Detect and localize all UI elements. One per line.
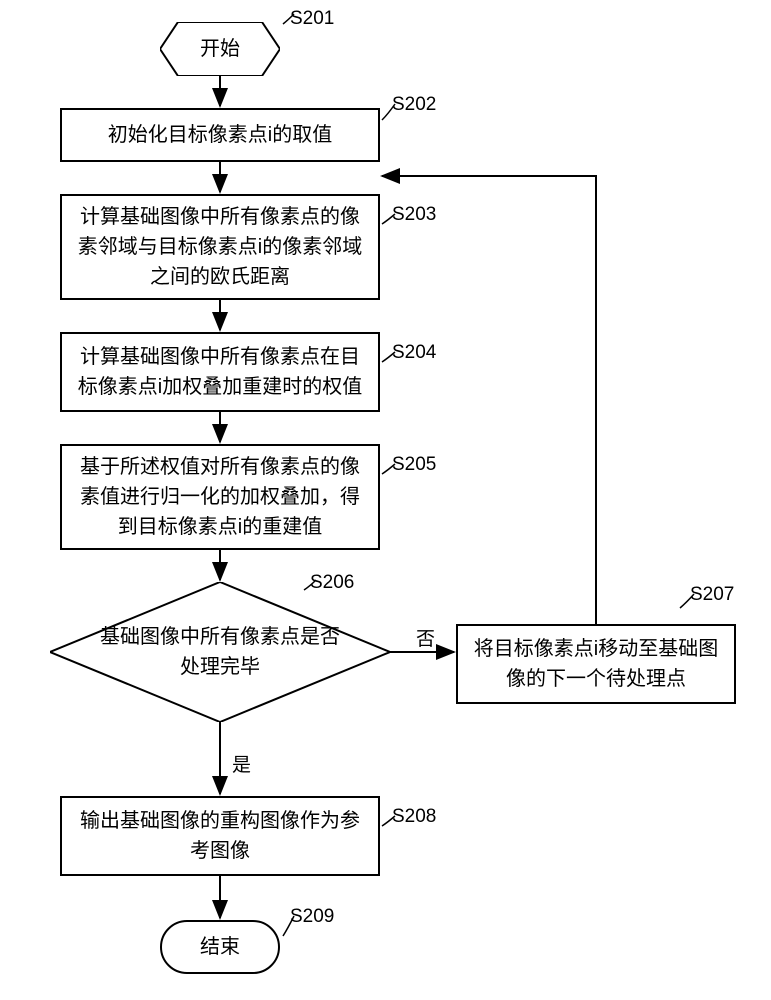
s207-node: 将目标像素点i移动至基础图像的下一个待处理点	[456, 624, 736, 704]
label-s208: S208	[392, 806, 436, 828]
label-s204: S204	[392, 342, 436, 364]
label-s202: S202	[392, 94, 436, 116]
start-label: 开始	[200, 34, 240, 64]
s204-node: 计算基础图像中所有像素点在目标像素点i加权叠加重建时的权值	[60, 332, 380, 412]
label-no: 否	[416, 624, 435, 651]
s203-node: 计算基础图像中所有像素点的像素邻域与目标像素点i的像素邻域之间的欧氏距离	[60, 194, 380, 300]
label-s206: S206	[310, 572, 354, 594]
label-s201: S201	[290, 8, 334, 30]
flowchart-canvas: 开始 初始化目标像素点i的取值 计算基础图像中所有像素点的像素邻域与目标像素点i…	[0, 0, 771, 1000]
label-s205: S205	[392, 454, 436, 476]
s202-text: 初始化目标像素点i的取值	[108, 120, 332, 150]
start-node: 开始	[160, 22, 280, 76]
s202-node: 初始化目标像素点i的取值	[60, 108, 380, 162]
s208-node: 输出基础图像的重构图像作为参考图像	[60, 796, 380, 876]
s205-node: 基于所述权值对所有像素点的像素值进行归一化的加权叠加，得到目标像素点i的重建值	[60, 444, 380, 550]
s204-text: 计算基础图像中所有像素点在目标像素点i加权叠加重建时的权值	[72, 342, 368, 402]
label-s209: S209	[290, 906, 334, 928]
label-s207: S207	[690, 584, 734, 606]
s206-decision: 基础图像中所有像素点是否处理完毕	[50, 582, 390, 722]
end-label: 结束	[200, 932, 240, 962]
s206-text: 基础图像中所有像素点是否处理完毕	[100, 622, 340, 682]
s203-text: 计算基础图像中所有像素点的像素邻域与目标像素点i的像素邻域之间的欧氏距离	[72, 202, 368, 292]
end-node: 结束	[160, 920, 280, 974]
s207-text: 将目标像素点i移动至基础图像的下一个待处理点	[468, 634, 724, 694]
s205-text: 基于所述权值对所有像素点的像素值进行归一化的加权叠加，得到目标像素点i的重建值	[72, 452, 368, 542]
label-s203: S203	[392, 204, 436, 226]
s208-text: 输出基础图像的重构图像作为参考图像	[72, 806, 368, 866]
label-yes: 是	[232, 750, 251, 777]
